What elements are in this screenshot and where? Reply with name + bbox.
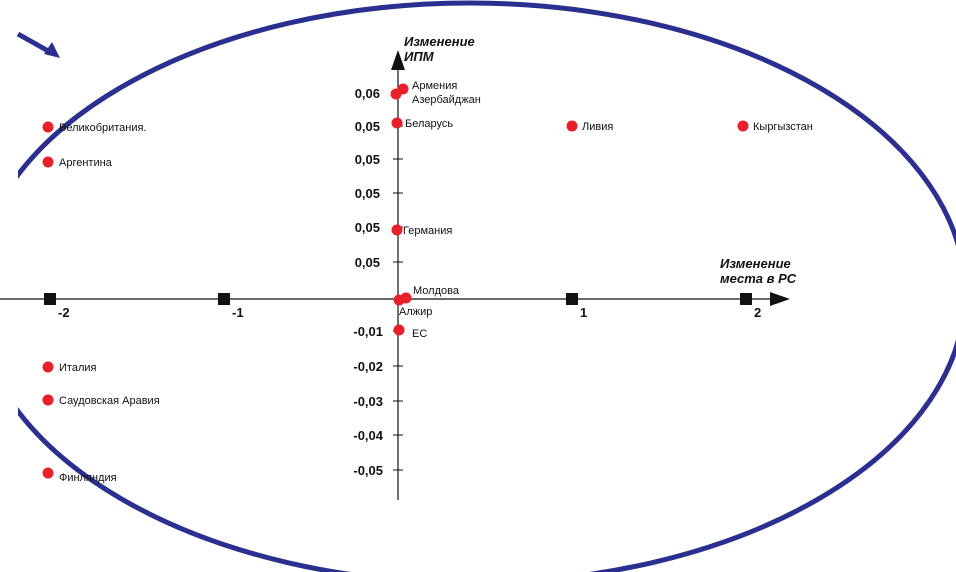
point-label: Германия (403, 225, 452, 237)
y-tick-label: 0,05 (355, 186, 380, 201)
data-point (42, 156, 54, 168)
left-edge-mask (0, 0, 18, 572)
y-tick-label: 0,05 (355, 119, 380, 134)
data-point (390, 88, 402, 100)
y-tick-label: 0,06 (355, 86, 380, 101)
data-point (42, 467, 54, 479)
y-tick-label: -0,01 (353, 324, 383, 339)
x-axis-title: Изменение места в РС (720, 256, 797, 286)
point-label: Великобритания. (59, 122, 147, 134)
data-point (566, 120, 578, 132)
data-point (42, 394, 54, 406)
y-tick-label: 0,05 (355, 152, 380, 167)
x-tick-marker (44, 293, 56, 305)
x-axis-arrow-icon (770, 292, 790, 306)
point-label: Италия (59, 362, 97, 374)
data-point (737, 120, 749, 132)
data-point (391, 117, 403, 129)
x-tick-label: 2 (754, 305, 761, 320)
point-label: Алжир (399, 306, 432, 318)
x-tick-label: -1 (232, 305, 244, 320)
point-label: Саудовская Аравия (59, 395, 160, 407)
point-label: Ливия (582, 121, 613, 133)
y-tick-label: 0,05 (355, 255, 380, 270)
x-tick-marker (218, 293, 230, 305)
arrow-icon (16, 31, 60, 58)
data-point (393, 294, 405, 306)
y-tick-label: -0,05 (353, 463, 383, 478)
point-label: Кыргызстан (753, 121, 813, 133)
data-point (42, 121, 54, 133)
point-label: Молдова (413, 285, 460, 297)
x-tick-label: 1 (580, 305, 587, 320)
y-axis-title: Изменение ИПМ (404, 34, 478, 64)
point-label: Армения (412, 80, 457, 92)
y-axis-arrow-icon (391, 50, 405, 70)
point-label: ЕС (412, 328, 427, 340)
point-label: Аргентина (59, 157, 113, 169)
data-point (42, 361, 54, 373)
data-point (391, 224, 403, 236)
x-tick-marker (740, 293, 752, 305)
data-point (393, 324, 405, 336)
y-tick-label: -0,04 (353, 428, 383, 443)
point-label: Беларусь (405, 118, 453, 130)
x-tick-marker (566, 293, 578, 305)
x-tick-label: -2 (58, 305, 70, 320)
y-tick-label: -0,03 (353, 394, 383, 409)
point-label: Азербайджан (412, 94, 481, 106)
y-tick-label: 0,05 (355, 220, 380, 235)
y-tick-label: -0,02 (353, 359, 383, 374)
point-label: Финляндия (59, 472, 117, 484)
